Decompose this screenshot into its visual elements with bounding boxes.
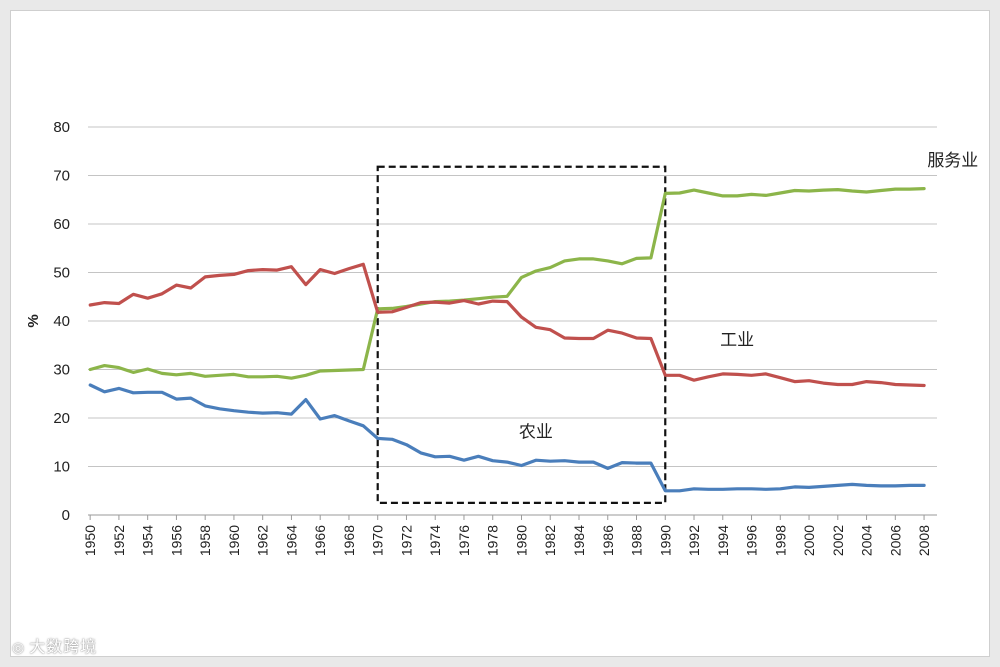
x-tick-label: 1966: [312, 525, 328, 556]
y-tick-label: 30: [53, 362, 70, 379]
y-tick-label: 10: [53, 459, 70, 476]
highlight-box: [376, 165, 667, 504]
annotation-label: 服务业: [927, 151, 978, 171]
x-tick-label: 1970: [370, 525, 386, 556]
x-tick-label: 1990: [657, 525, 673, 556]
x-tick-label: 1992: [686, 525, 702, 556]
x-tick-label: 1994: [715, 525, 731, 556]
y-tick-label: 70: [53, 168, 70, 185]
x-tick-label: 1984: [571, 525, 587, 556]
x-tick-label: 1952: [111, 525, 127, 556]
x-tick-label: 2002: [830, 525, 846, 556]
x-tick-label: 1958: [197, 525, 213, 556]
watermark: ◎ 大数跨境: [12, 633, 97, 657]
x-tick-label: 2008: [916, 525, 932, 556]
x-tick-label: 2004: [859, 525, 875, 556]
y-tick-label: 40: [53, 313, 70, 330]
x-tick-label: 1980: [513, 525, 529, 556]
x-tick-label: 1982: [542, 525, 558, 556]
annotation-label: 农业: [519, 422, 553, 442]
chart-frame: [10, 10, 990, 657]
y-tick-label: 60: [53, 216, 70, 233]
x-tick-label: 1962: [255, 525, 271, 556]
annotation-label: 工业: [720, 330, 754, 350]
series-line-工业: [88, 262, 926, 388]
x-tick-label: 1996: [744, 525, 760, 556]
x-tick-label: 1964: [283, 525, 299, 556]
y-tick-label: 0: [62, 507, 70, 524]
y-tick-label: 80: [53, 119, 70, 136]
x-tick-label: 2006: [887, 525, 903, 556]
x-tick-label: 1986: [600, 525, 616, 556]
series-line-服务业: [88, 187, 926, 380]
x-tick-label: 1978: [485, 525, 501, 556]
x-tick-label: 1954: [140, 525, 156, 556]
watermark-text: 大数跨境: [29, 637, 98, 656]
y-tick-label: 20: [53, 410, 70, 427]
y-axis-label: %: [25, 314, 42, 327]
x-tick-label: 1968: [341, 525, 357, 556]
x-tick-label: 1950: [82, 525, 98, 556]
x-tick-label: 1974: [427, 525, 443, 556]
series-line-农业: [88, 383, 926, 493]
x-tick-label: 1998: [772, 525, 788, 556]
x-tick-label: 1960: [226, 525, 242, 556]
x-tick-label: 2000: [801, 525, 817, 556]
x-tick-label: 1956: [168, 525, 184, 556]
x-tick-label: 1972: [398, 525, 414, 556]
y-tick-label: 50: [53, 265, 70, 282]
brand-logo-icon: ◎: [12, 640, 26, 656]
x-tick-label: 1976: [456, 525, 472, 556]
x-tick-label: 1988: [629, 525, 645, 556]
